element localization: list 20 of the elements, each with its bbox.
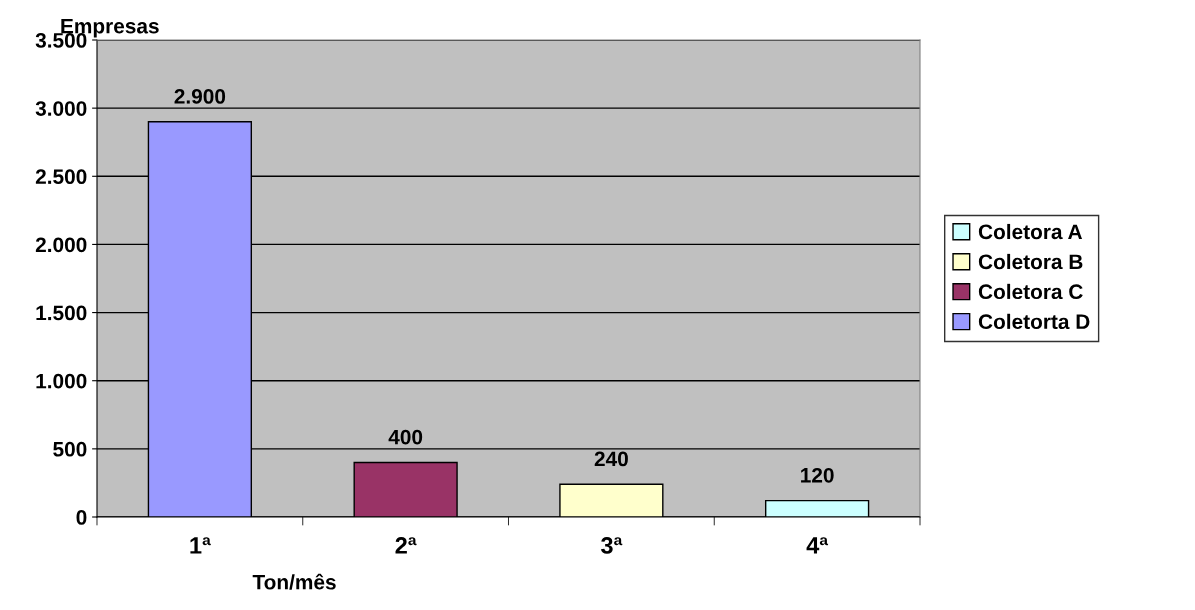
y-tick-label: 0 xyxy=(76,510,87,525)
y-tick-label: 1.000 xyxy=(36,373,87,389)
x-tick-label: 2ª xyxy=(395,537,417,554)
legend-label: Coletora C xyxy=(978,283,1083,300)
text: 400 xyxy=(388,429,423,445)
text: 120 xyxy=(801,467,834,483)
y-tick-label: 2.500 xyxy=(35,169,87,185)
text: 2.900 xyxy=(174,89,226,104)
y-tick-label: 3.000 xyxy=(35,101,87,116)
legend-label: Coletora B xyxy=(978,253,1083,270)
x-axis-title: Ton/mês xyxy=(252,573,336,590)
x-tick-label: 4ª xyxy=(806,537,829,554)
x-tick-label: 3ª xyxy=(600,537,623,554)
y-tick-label: 1.500 xyxy=(36,305,87,321)
x-tick-label: 1ª xyxy=(190,537,211,554)
text: 240 xyxy=(594,451,628,467)
legend-label: Coletora A xyxy=(978,223,1083,240)
y-tick-label: 2.000 xyxy=(35,237,87,253)
y-tick-label: 500 xyxy=(53,441,87,457)
legend-label: Coletorta D xyxy=(978,313,1090,330)
